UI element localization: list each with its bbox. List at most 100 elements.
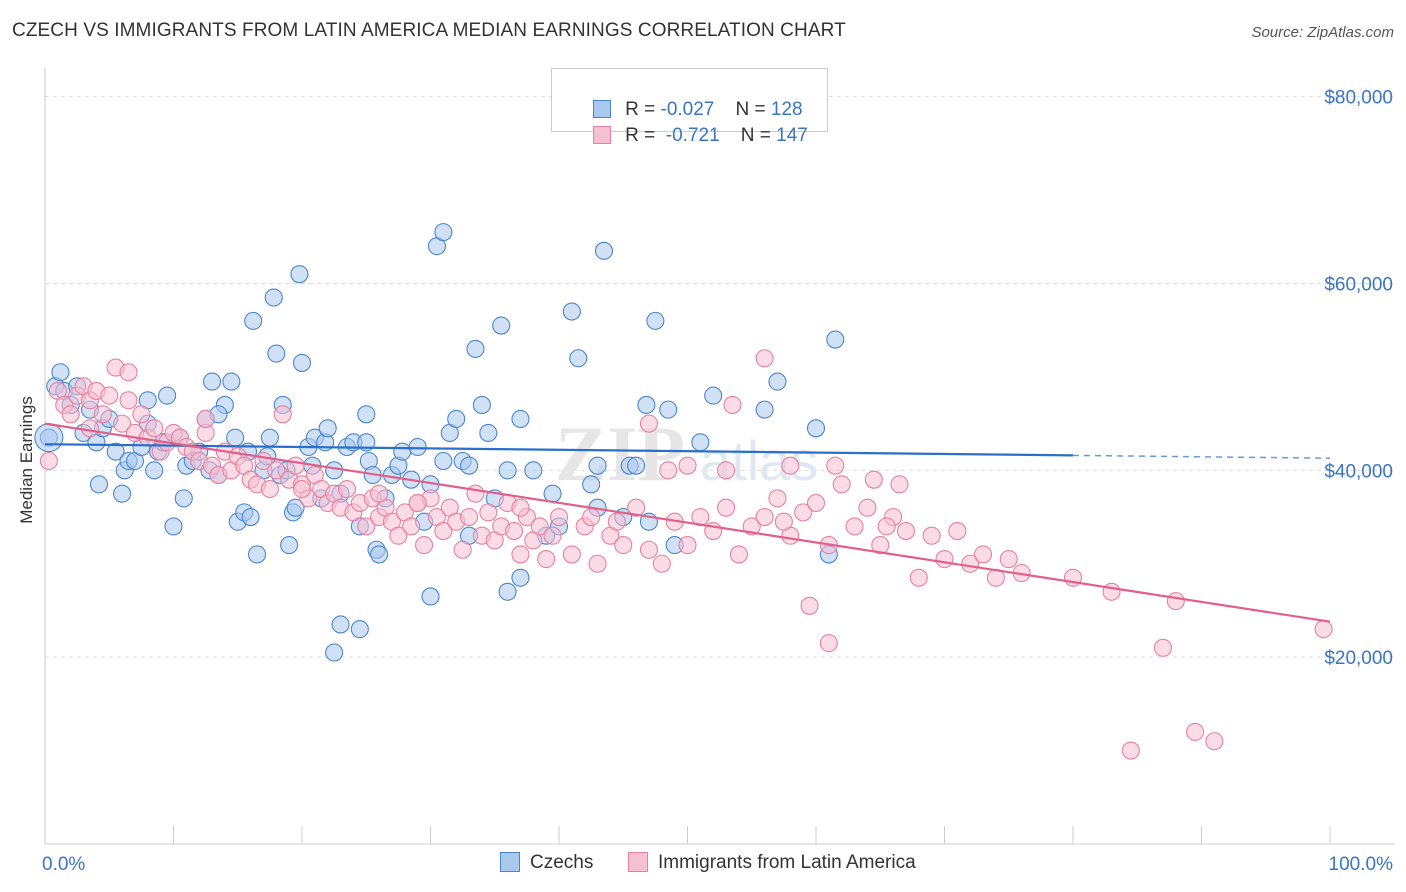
latin-point bbox=[973, 545, 993, 564]
latin-point bbox=[961, 554, 980, 573]
legend-r-value: -0.721 bbox=[660, 125, 720, 146]
latin-point bbox=[678, 536, 697, 555]
latin-point bbox=[530, 517, 549, 536]
x-tick-label: 100.0% bbox=[1329, 854, 1394, 875]
legend-row-czechs: R = -0.027 N = 128 bbox=[572, 77, 803, 120]
latin-point bbox=[549, 507, 569, 527]
czech-point bbox=[106, 442, 125, 461]
czech-point bbox=[174, 489, 193, 508]
latin-point bbox=[113, 414, 132, 433]
y-tick-label: $20,000 bbox=[1324, 648, 1393, 669]
czech-point bbox=[434, 223, 453, 242]
watermark: ZIP atlas bbox=[555, 410, 818, 497]
czech-point bbox=[768, 372, 787, 391]
legend-immigrants-label: Immigrants from Latin America bbox=[658, 852, 916, 873]
czech-point bbox=[524, 461, 543, 480]
czech-point bbox=[164, 517, 183, 536]
czech-point bbox=[806, 419, 826, 438]
latin-point bbox=[639, 540, 659, 559]
y-tick-label: $60,000 bbox=[1324, 275, 1393, 296]
latin-point bbox=[755, 349, 774, 368]
latin-point bbox=[999, 550, 1018, 569]
czech-point bbox=[264, 288, 283, 307]
latin-point bbox=[800, 596, 819, 615]
czech-swatch bbox=[500, 852, 520, 872]
czech-point bbox=[203, 372, 222, 391]
y-tick-label: $40,000 bbox=[1324, 461, 1393, 482]
czech-point bbox=[51, 363, 70, 382]
czech-point bbox=[627, 456, 646, 475]
latin-point bbox=[100, 386, 119, 405]
latin-point bbox=[582, 507, 601, 527]
czech-point bbox=[241, 507, 260, 527]
latin-point bbox=[337, 479, 357, 499]
czech-point bbox=[280, 536, 299, 555]
latin-point bbox=[1121, 741, 1140, 760]
czech-point bbox=[408, 437, 427, 457]
latin-point bbox=[1153, 638, 1172, 657]
latin-point bbox=[370, 484, 389, 503]
czech-point bbox=[569, 349, 588, 368]
czech-point bbox=[691, 433, 710, 452]
latin-point bbox=[537, 550, 556, 569]
latin-point bbox=[402, 517, 421, 536]
latin-point bbox=[678, 456, 697, 475]
bottom-legend-immigrants: Immigrants from Latin America bbox=[628, 852, 916, 874]
czech-point bbox=[511, 568, 530, 587]
czech-swatch bbox=[593, 100, 612, 118]
latin-point bbox=[453, 540, 472, 559]
latin-point bbox=[511, 545, 530, 564]
latin-point bbox=[357, 517, 376, 536]
latin-point bbox=[273, 405, 292, 424]
legend-row-latin: R = -0.721 N = 147 bbox=[572, 103, 808, 146]
latin-point bbox=[909, 568, 928, 587]
czech-point bbox=[247, 545, 267, 564]
czech-point bbox=[637, 395, 656, 415]
czech-point bbox=[292, 353, 312, 372]
latin-point bbox=[819, 634, 838, 653]
latin-point bbox=[652, 554, 671, 573]
czech-point bbox=[582, 475, 601, 494]
czech-point bbox=[826, 330, 845, 349]
latin-point bbox=[864, 470, 883, 489]
czech-point bbox=[447, 409, 466, 429]
legend-r-label: R = bbox=[625, 99, 661, 120]
czech-point bbox=[244, 311, 263, 330]
latin-point bbox=[614, 536, 633, 555]
latin-point bbox=[890, 475, 909, 494]
latin-point bbox=[845, 517, 864, 536]
latin-point bbox=[639, 414, 659, 433]
czech-point bbox=[260, 428, 279, 447]
watermark-zip: ZIP bbox=[555, 410, 685, 497]
latin-point bbox=[132, 405, 151, 424]
czech-point bbox=[543, 484, 562, 503]
latin-point bbox=[742, 517, 761, 536]
czech-point bbox=[421, 587, 440, 606]
czech-point bbox=[472, 395, 491, 415]
latin-point bbox=[755, 507, 774, 527]
latin-point bbox=[479, 503, 498, 522]
czech-point bbox=[34, 423, 64, 453]
legend-n-label: N = bbox=[740, 125, 777, 146]
x-tick-label: 0.0% bbox=[42, 854, 85, 875]
czech-point bbox=[350, 620, 369, 639]
latin-point bbox=[858, 498, 877, 517]
czech-point bbox=[511, 409, 530, 429]
latin-point bbox=[768, 489, 787, 508]
bottom-legend-czechs: Czechs bbox=[500, 852, 593, 874]
latin-point bbox=[1205, 732, 1224, 751]
latin-point bbox=[196, 409, 215, 429]
czech-point bbox=[357, 405, 376, 424]
latin-point bbox=[119, 391, 138, 410]
czech-point bbox=[588, 456, 607, 475]
czech-point bbox=[434, 451, 453, 471]
legend-n-label: N = bbox=[735, 99, 771, 120]
latin-swatch bbox=[593, 126, 612, 144]
czech-point bbox=[318, 419, 337, 438]
latin-point bbox=[1314, 620, 1333, 639]
watermark-atlas: atlas bbox=[700, 429, 818, 492]
latin-point bbox=[781, 456, 800, 475]
latin-point bbox=[292, 479, 312, 499]
latin-point bbox=[504, 522, 524, 541]
latin-point bbox=[729, 545, 748, 564]
